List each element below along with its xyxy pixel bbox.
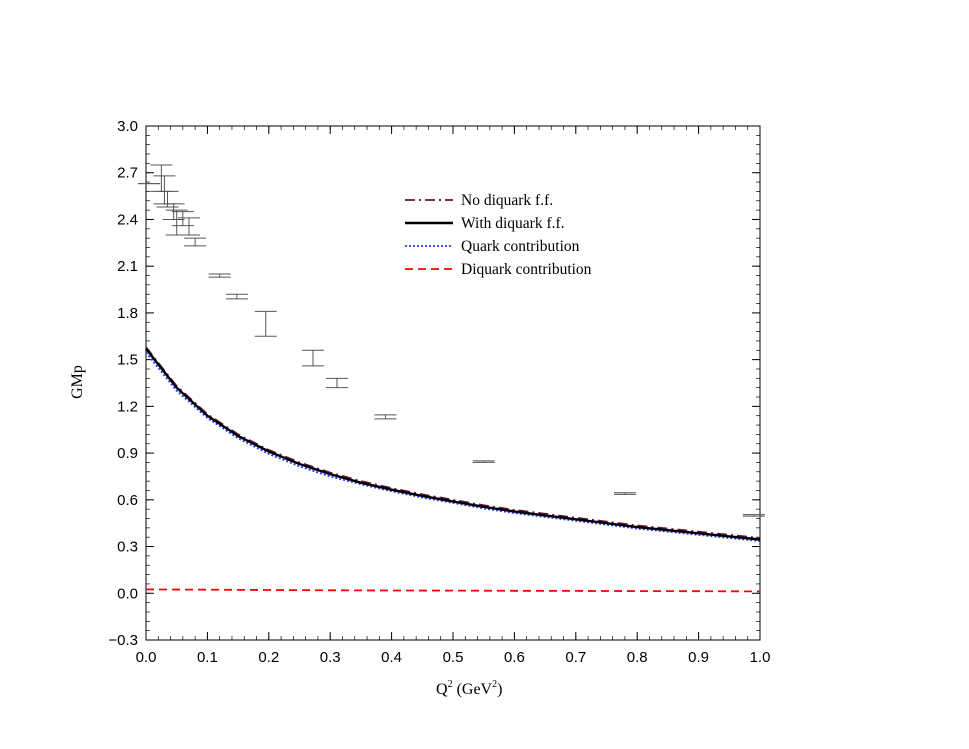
experimental-data <box>138 164 765 517</box>
series-line-quark-contribution <box>145 352 761 542</box>
error-bar <box>153 175 176 205</box>
y-tick-label: 0.0 <box>117 585 138 602</box>
error-bar <box>225 293 248 300</box>
error-bar <box>472 460 495 463</box>
x-axis: 0.0 0.1 0.2 0.3 0.4 0.5 0.6 0.7 0.8 0.9 1.0 <box>136 126 771 666</box>
x-tick-label: 0.6 <box>504 649 525 666</box>
error-bar <box>742 514 765 517</box>
x-tick-label: 0.0 <box>136 649 157 666</box>
y-tick-label: 0.3 <box>117 539 138 556</box>
x-tick-label: 1.0 <box>750 649 771 666</box>
x-tick-label: 0.9 <box>688 649 709 666</box>
error-bar <box>165 209 188 236</box>
x-tick-label: 0.5 <box>443 649 464 666</box>
curves <box>145 346 761 593</box>
error-bar <box>325 377 348 389</box>
x-axis-title-end: ) <box>497 681 502 698</box>
y-tick-label: −0.3 <box>108 632 138 649</box>
x-axis-title: Q2 (GeV2) <box>436 679 502 698</box>
x-tick-label: 0.8 <box>627 649 648 666</box>
y-tick-label: 2.1 <box>117 258 138 275</box>
y-tick-label: 1.2 <box>117 398 138 415</box>
y-tick-label: 0.6 <box>117 492 138 509</box>
x-axis-title-sup2: 2 <box>492 679 497 690</box>
error-bar <box>374 414 397 420</box>
error-bar <box>171 211 194 227</box>
series-line-with-diquark-f-f <box>145 347 761 541</box>
y-axis-title: GMp <box>69 365 86 399</box>
x-axis-title-sup1: 2 <box>448 679 453 690</box>
x-axis-title-q: Q <box>436 681 448 698</box>
legend: No diquark f.f. With diquark f.f. Quark co… <box>405 192 592 278</box>
y-tick-label: 3.0 <box>117 118 138 135</box>
legend-label: Diquark contribution <box>461 261 592 278</box>
legend-label: With diquark f.f. <box>461 215 565 232</box>
error-bar <box>156 190 179 208</box>
x-axis-title-mid: (GeV <box>453 681 493 698</box>
y-axis: −0.3 0.0 0.3 0.6 0.9 1.2 1.5 1.8 2.1 2.4 2.7 3.0 <box>108 118 760 649</box>
series-line-diquark-contribution <box>145 588 761 593</box>
y-tick-label: 0.9 <box>117 445 138 462</box>
y-tick-label: 1.8 <box>117 305 138 322</box>
y-tick-label: 2.7 <box>117 165 138 182</box>
error-bar <box>184 237 207 247</box>
legend-label: No diquark f.f. <box>461 192 553 209</box>
minor-ticks <box>145 125 761 641</box>
x-tick-label: 0.2 <box>258 649 279 666</box>
x-tick-label: 0.3 <box>320 649 341 666</box>
error-bar <box>177 217 200 236</box>
x-tick-label: 0.4 <box>381 649 402 666</box>
x-tick-label: 0.1 <box>197 649 218 666</box>
error-bar <box>613 492 636 495</box>
error-bar <box>208 273 231 278</box>
legend-label: Quark contribution <box>461 238 580 255</box>
error-bar <box>254 310 277 337</box>
error-bar <box>302 349 325 367</box>
series-line-no-diquark-f-f <box>145 346 761 539</box>
x-tick-label: 0.7 <box>565 649 586 666</box>
error-bar <box>150 164 173 192</box>
y-tick-label: 1.5 <box>117 352 138 369</box>
plot-frame <box>145 125 761 641</box>
y-tick-label: 2.4 <box>117 211 138 228</box>
